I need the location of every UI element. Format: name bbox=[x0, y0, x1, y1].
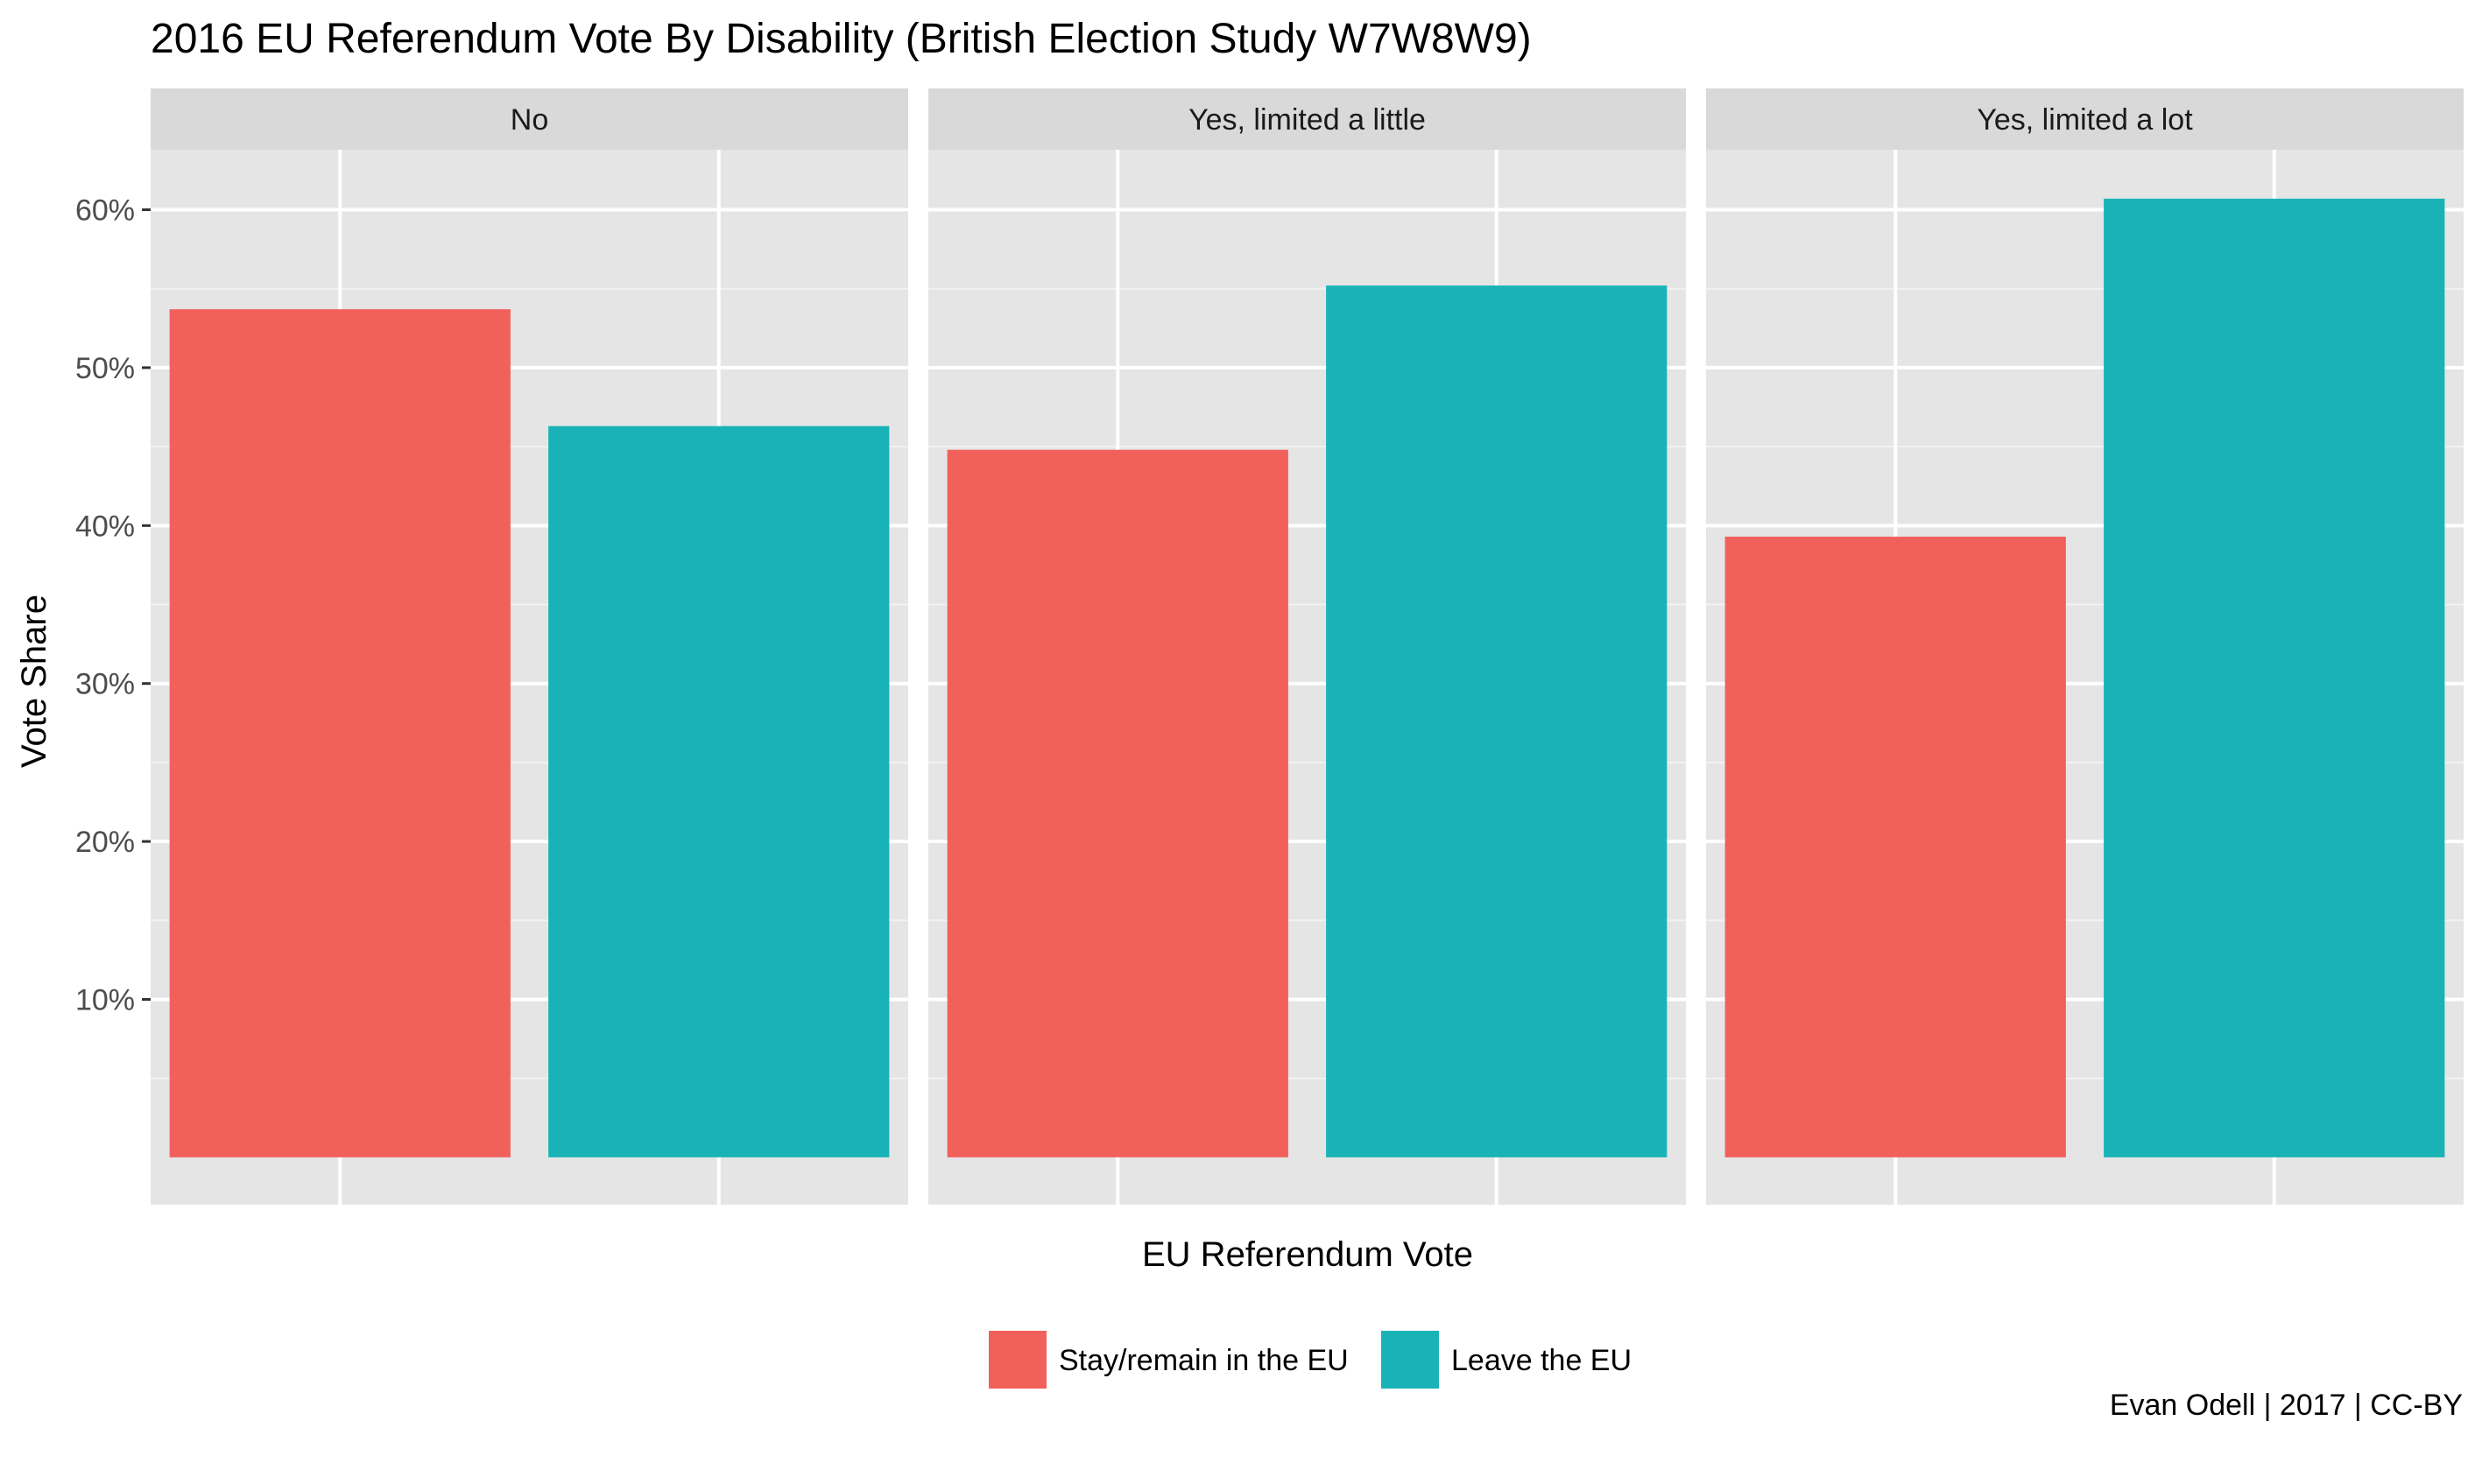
legend-key bbox=[1381, 1331, 1439, 1389]
facet-strip bbox=[928, 88, 1686, 150]
y-tick-label: 60% bbox=[75, 194, 135, 228]
legend-label: Leave the EU bbox=[1451, 1344, 1632, 1377]
x-axis-label: EU Referendum Vote bbox=[1142, 1235, 1473, 1274]
bar bbox=[2104, 198, 2445, 1157]
facet-strip bbox=[1706, 88, 2464, 150]
chart-caption: Evan Odell | 2017 | CC-BY bbox=[2110, 1389, 2463, 1422]
bar bbox=[1326, 285, 1668, 1157]
facet-panel: No bbox=[151, 88, 908, 1205]
bar bbox=[169, 309, 511, 1157]
facet-strip-label: No bbox=[511, 103, 548, 137]
bar bbox=[1724, 536, 2066, 1157]
y-tick-label: 40% bbox=[75, 510, 135, 543]
y-tick-label: 10% bbox=[75, 983, 135, 1016]
legend-key bbox=[989, 1331, 1047, 1389]
y-axis-label: Vote Share bbox=[15, 594, 53, 768]
y-tick-label: 50% bbox=[75, 352, 135, 385]
facet-strip-label: Yes, limited a lot bbox=[1977, 103, 2193, 137]
chart-title: 2016 EU Referendum Vote By Disability (B… bbox=[151, 16, 1532, 62]
y-tick-label: 20% bbox=[75, 826, 135, 859]
facet-strip-label: Yes, limited a little bbox=[1188, 103, 1426, 137]
facet-panels: No Yes, limited a little Yes, limited a lo… bbox=[151, 88, 2464, 1205]
facet-panel: Yes, limited a lot bbox=[1706, 88, 2464, 1205]
facet-strip bbox=[151, 88, 908, 150]
facet-panel: Yes, limited a little bbox=[928, 88, 1686, 1205]
y-tick-label: 30% bbox=[75, 668, 135, 701]
y-axis: 10% 20% 30% 40% 50% 60% bbox=[75, 194, 151, 1016]
legend-label: Stay/remain in the EU bbox=[1059, 1344, 1349, 1377]
bar bbox=[947, 449, 1288, 1157]
bar bbox=[548, 426, 890, 1157]
legend: Stay/remain in the EU Leave the EU bbox=[989, 1331, 1632, 1389]
